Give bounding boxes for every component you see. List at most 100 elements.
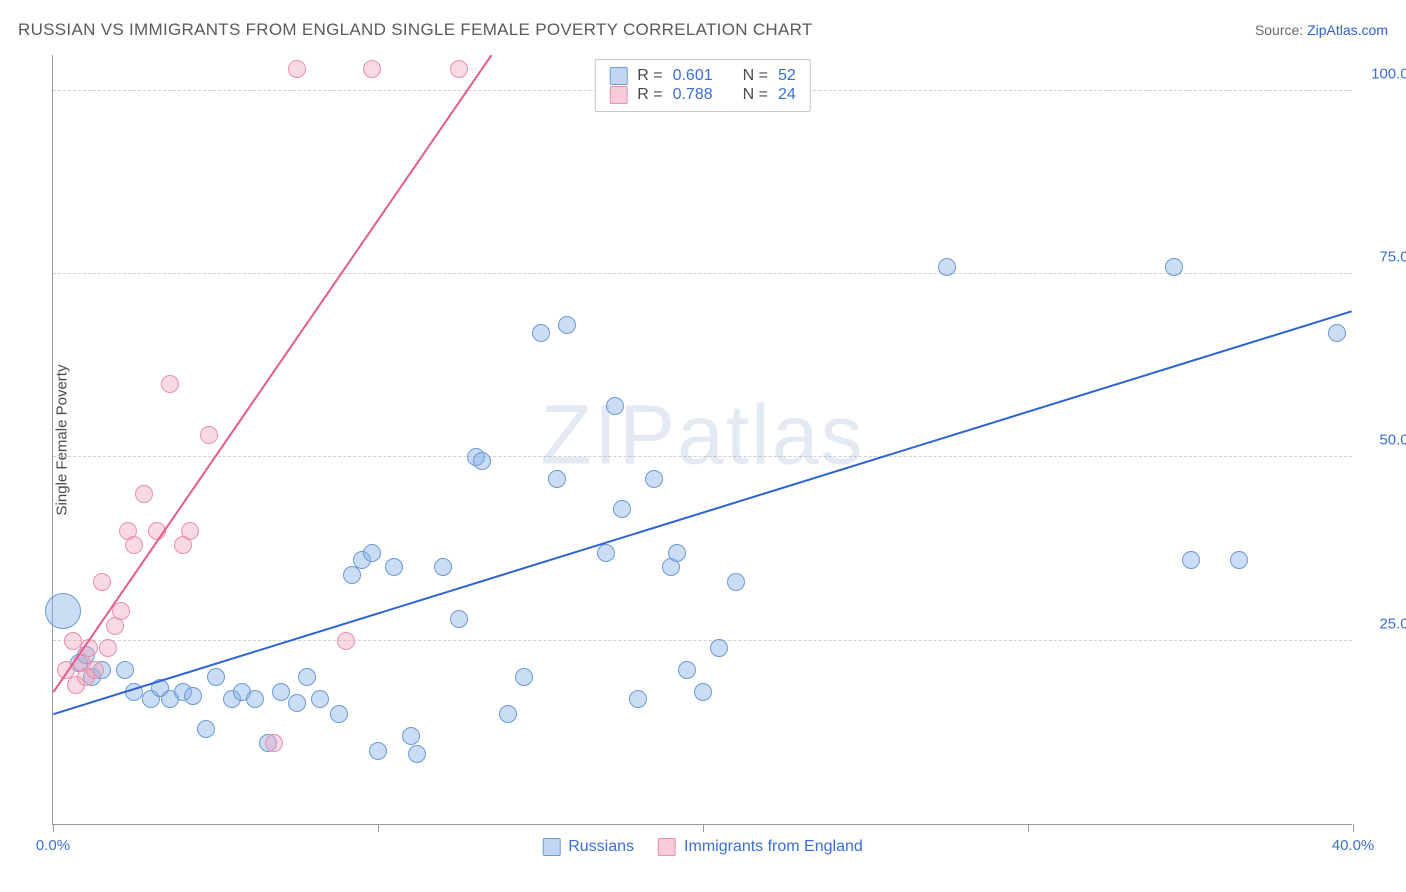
- legend-bottom-label-0: Russians: [568, 838, 634, 856]
- scatter-point: [408, 745, 426, 763]
- scatter-point: [645, 470, 663, 488]
- scatter-point: [1165, 258, 1183, 276]
- ytick-label: 75.0%: [1362, 249, 1406, 266]
- scatter-point: [93, 573, 111, 591]
- legend-swatch-0: [609, 67, 627, 85]
- scatter-point: [184, 687, 202, 705]
- n-label: N =: [743, 67, 768, 85]
- chart-title: RUSSIAN VS IMMIGRANTS FROM ENGLAND SINGL…: [18, 20, 813, 40]
- xtick: [378, 824, 379, 832]
- legend-bottom-label-1: Immigrants from England: [684, 838, 863, 856]
- scatter-point: [473, 452, 491, 470]
- legend-series: Russians Immigrants from England: [542, 838, 863, 856]
- ytick-label: 25.0%: [1362, 615, 1406, 632]
- xtick: [703, 824, 704, 832]
- scatter-point: [678, 661, 696, 679]
- scatter-point: [337, 632, 355, 650]
- scatter-point: [363, 544, 381, 562]
- xtick-label: 0.0%: [36, 837, 70, 854]
- scatter-point: [385, 558, 403, 576]
- scatter-point: [200, 426, 218, 444]
- ytick-label: 50.0%: [1362, 432, 1406, 449]
- scatter-point: [298, 668, 316, 686]
- scatter-point: [288, 694, 306, 712]
- scatter-point: [311, 690, 329, 708]
- legend-stats: R = 0.601 N = 52 R = 0.788 N = 24: [594, 59, 811, 112]
- scatter-point: [668, 544, 686, 562]
- scatter-point: [207, 668, 225, 686]
- legend-swatch-1: [609, 86, 627, 104]
- legend-bottom-swatch-1: [658, 838, 676, 856]
- scatter-point: [558, 316, 576, 334]
- scatter-point: [288, 60, 306, 78]
- legend-item-1: Immigrants from England: [658, 838, 863, 856]
- n-value-0: 52: [778, 67, 796, 85]
- legend-stats-row-1: R = 0.788 N = 24: [609, 86, 796, 104]
- scatter-point: [1182, 551, 1200, 569]
- scatter-point: [148, 522, 166, 540]
- regression-line: [53, 55, 491, 692]
- scatter-point: [272, 683, 290, 701]
- scatter-point: [515, 668, 533, 686]
- scatter-point: [606, 397, 624, 415]
- scatter-point: [548, 470, 566, 488]
- scatter-point: [86, 661, 104, 679]
- n-label: N =: [743, 86, 768, 104]
- scatter-point: [1230, 551, 1248, 569]
- regression-lines: [53, 55, 1352, 824]
- source-label: Source:: [1255, 22, 1307, 38]
- xtick: [1028, 824, 1029, 832]
- n-value-1: 24: [778, 86, 796, 104]
- source-link[interactable]: ZipAtlas.com: [1307, 22, 1388, 38]
- source-attribution: Source: ZipAtlas.com: [1255, 22, 1388, 38]
- scatter-point: [434, 558, 452, 576]
- scatter-point: [369, 742, 387, 760]
- scatter-point: [246, 690, 264, 708]
- scatter-point: [450, 60, 468, 78]
- gridline: [53, 273, 1352, 274]
- scatter-point: [629, 690, 647, 708]
- scatter-point: [499, 705, 517, 723]
- gridline: [53, 456, 1352, 457]
- chart-area: Single Female Poverty ZIPatlas R = 0.601…: [52, 55, 1352, 825]
- scatter-point: [265, 734, 283, 752]
- scatter-point: [125, 536, 143, 554]
- scatter-point: [135, 485, 153, 503]
- scatter-point: [99, 639, 117, 657]
- legend-bottom-swatch-0: [542, 838, 560, 856]
- gridline: [53, 640, 1352, 641]
- r-value-0: 0.601: [673, 67, 713, 85]
- watermark: ZIPatlas: [540, 386, 864, 483]
- chart-header: RUSSIAN VS IMMIGRANTS FROM ENGLAND SINGL…: [18, 20, 1388, 40]
- xtick-label: 40.0%: [1332, 837, 1375, 854]
- legend-item-0: Russians: [542, 838, 634, 856]
- r-label: R =: [637, 67, 662, 85]
- scatter-point: [80, 639, 98, 657]
- legend-stats-row-0: R = 0.601 N = 52: [609, 67, 796, 85]
- scatter-point: [363, 60, 381, 78]
- ytick-label: 100.0%: [1362, 65, 1406, 82]
- r-value-1: 0.788: [673, 86, 713, 104]
- scatter-point: [330, 705, 348, 723]
- r-label: R =: [637, 86, 662, 104]
- scatter-point: [161, 375, 179, 393]
- scatter-point: [694, 683, 712, 701]
- scatter-point: [597, 544, 615, 562]
- scatter-point: [727, 573, 745, 591]
- scatter-point: [710, 639, 728, 657]
- scatter-point: [116, 661, 134, 679]
- scatter-point: [181, 522, 199, 540]
- xtick: [53, 824, 54, 832]
- plot-region: ZIPatlas R = 0.601 N = 52 R = 0.788 N = …: [52, 55, 1352, 825]
- scatter-point: [532, 324, 550, 342]
- scatter-point: [1328, 324, 1346, 342]
- scatter-point: [112, 602, 130, 620]
- regression-line: [53, 311, 1351, 714]
- scatter-point: [450, 610, 468, 628]
- scatter-point: [613, 500, 631, 518]
- scatter-point: [402, 727, 420, 745]
- scatter-point: [197, 720, 215, 738]
- scatter-point: [45, 593, 81, 629]
- xtick: [1353, 824, 1354, 832]
- scatter-point: [938, 258, 956, 276]
